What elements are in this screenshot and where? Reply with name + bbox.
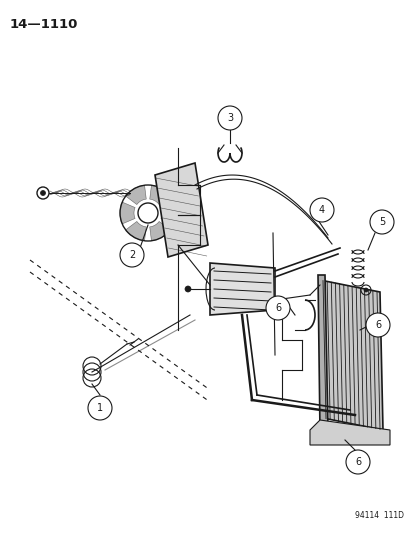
Text: 6: 6 (354, 457, 360, 467)
Polygon shape (154, 163, 207, 257)
Circle shape (365, 313, 389, 337)
Circle shape (88, 396, 112, 420)
Polygon shape (150, 185, 170, 205)
Text: 94114  111D: 94114 111D (354, 511, 403, 520)
Circle shape (266, 296, 289, 320)
Polygon shape (309, 420, 389, 445)
Polygon shape (126, 221, 146, 241)
Circle shape (345, 450, 369, 474)
Circle shape (309, 198, 333, 222)
Circle shape (218, 106, 242, 130)
Polygon shape (319, 280, 382, 430)
Text: 6: 6 (274, 303, 280, 313)
Polygon shape (317, 275, 327, 432)
Text: 5: 5 (378, 217, 384, 227)
Text: 1: 1 (97, 403, 103, 413)
Circle shape (369, 210, 393, 234)
Text: 3: 3 (226, 113, 233, 123)
Polygon shape (209, 263, 274, 315)
Circle shape (40, 190, 45, 196)
Circle shape (185, 286, 190, 292)
Circle shape (363, 288, 367, 292)
Polygon shape (161, 202, 176, 224)
Polygon shape (120, 202, 135, 224)
Text: 4: 4 (318, 205, 324, 215)
Polygon shape (150, 221, 170, 241)
Text: 14—1110: 14—1110 (10, 18, 78, 31)
Polygon shape (126, 185, 146, 205)
Circle shape (37, 187, 49, 199)
Text: 2: 2 (128, 250, 135, 260)
Circle shape (138, 203, 158, 223)
Circle shape (120, 243, 144, 267)
Text: 6: 6 (374, 320, 380, 330)
